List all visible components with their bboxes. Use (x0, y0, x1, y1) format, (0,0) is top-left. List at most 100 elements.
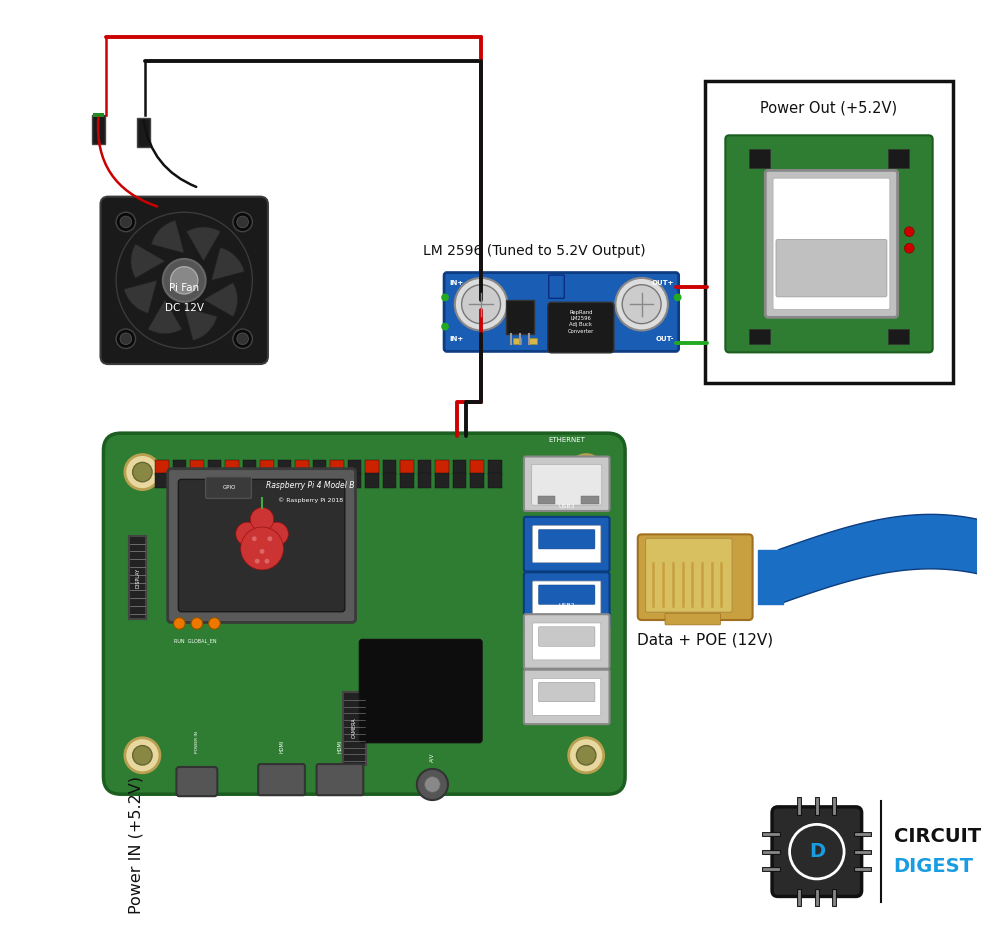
Bar (243, 461, 256, 475)
Circle shape (576, 463, 596, 482)
Text: RUN  GLOBAL_EN: RUN GLOBAL_EN (174, 638, 217, 644)
FancyBboxPatch shape (359, 639, 482, 743)
Text: HDMI: HDMI (337, 740, 342, 753)
Circle shape (569, 454, 604, 489)
Bar (225, 461, 239, 475)
Circle shape (622, 285, 661, 324)
Bar (330, 461, 344, 475)
Circle shape (125, 454, 160, 489)
Wedge shape (151, 220, 184, 253)
Text: Power IN (+5.2V): Power IN (+5.2V) (128, 776, 143, 914)
FancyBboxPatch shape (101, 197, 268, 364)
Circle shape (133, 746, 152, 765)
Text: D: D (809, 842, 825, 861)
FancyBboxPatch shape (258, 764, 305, 795)
Circle shape (163, 259, 206, 302)
Circle shape (233, 329, 252, 349)
Bar (749, 329, 770, 344)
Circle shape (904, 243, 914, 253)
Bar (137, 118, 150, 147)
Circle shape (615, 278, 668, 331)
Bar (435, 473, 449, 487)
Bar (278, 461, 291, 475)
FancyBboxPatch shape (646, 539, 732, 612)
FancyBboxPatch shape (524, 572, 610, 627)
Bar (348, 461, 361, 475)
Bar (488, 461, 502, 475)
Text: OUT-: OUT- (655, 335, 674, 342)
FancyBboxPatch shape (725, 135, 933, 352)
FancyBboxPatch shape (178, 480, 345, 612)
Text: A/V: A/V (430, 752, 435, 762)
Circle shape (237, 332, 248, 345)
FancyBboxPatch shape (524, 517, 610, 571)
FancyBboxPatch shape (524, 457, 610, 511)
Bar (383, 461, 396, 475)
Circle shape (171, 267, 198, 294)
Bar (313, 473, 326, 487)
FancyBboxPatch shape (538, 627, 595, 646)
Bar (260, 473, 274, 487)
Wedge shape (186, 227, 221, 261)
Bar (581, 497, 599, 504)
Bar (313, 461, 326, 475)
Bar (529, 338, 537, 344)
Text: IN+: IN+ (449, 335, 463, 342)
Circle shape (125, 738, 160, 772)
Text: USB3: USB3 (558, 504, 575, 509)
Wedge shape (203, 282, 238, 316)
Circle shape (674, 294, 682, 301)
Bar (343, 692, 366, 765)
FancyBboxPatch shape (549, 275, 564, 298)
Bar (155, 473, 169, 487)
Circle shape (904, 227, 914, 237)
Wedge shape (131, 244, 165, 278)
Text: © Raspberry Pi 2018: © Raspberry Pi 2018 (278, 497, 343, 503)
Bar (453, 461, 466, 475)
Bar (538, 497, 555, 504)
Text: HDMI: HDMI (279, 740, 284, 753)
Text: GPIO: GPIO (222, 485, 236, 490)
Text: POWER IN: POWER IN (195, 732, 199, 753)
Text: LM 2596 (Tuned to 5.2V Output): LM 2596 (Tuned to 5.2V Output) (423, 244, 645, 258)
PathPatch shape (778, 514, 1000, 604)
FancyBboxPatch shape (524, 615, 610, 669)
Bar (488, 473, 502, 487)
Circle shape (174, 618, 185, 629)
Wedge shape (124, 280, 157, 314)
Bar (365, 461, 379, 475)
Bar (190, 461, 204, 475)
Text: Data + POE (12V): Data + POE (12V) (637, 633, 773, 648)
Circle shape (209, 618, 220, 629)
Text: OUT+: OUT+ (651, 280, 674, 286)
Circle shape (265, 559, 269, 563)
Text: Pi Fan: Pi Fan (169, 283, 199, 294)
Bar (888, 329, 909, 344)
FancyBboxPatch shape (538, 529, 595, 549)
Bar (447, 434, 468, 446)
Circle shape (260, 549, 265, 554)
Bar (470, 473, 484, 487)
Bar (208, 473, 221, 487)
Circle shape (233, 212, 252, 232)
Text: CIRCUIT: CIRCUIT (894, 826, 981, 846)
FancyBboxPatch shape (548, 302, 614, 352)
Circle shape (462, 285, 501, 324)
Text: CAMERA: CAMERA (352, 718, 357, 738)
FancyBboxPatch shape (532, 465, 602, 505)
Bar (278, 473, 291, 487)
Circle shape (250, 507, 274, 531)
FancyBboxPatch shape (773, 179, 890, 310)
Bar (208, 461, 221, 475)
FancyBboxPatch shape (533, 678, 601, 715)
FancyBboxPatch shape (176, 767, 217, 796)
Bar (513, 338, 521, 344)
Text: DC 12V: DC 12V (165, 303, 204, 313)
Bar (418, 473, 431, 487)
Wedge shape (184, 308, 217, 340)
FancyBboxPatch shape (317, 764, 363, 795)
Bar (749, 149, 770, 168)
FancyBboxPatch shape (638, 534, 753, 620)
Bar (888, 149, 909, 168)
Wedge shape (148, 299, 182, 333)
